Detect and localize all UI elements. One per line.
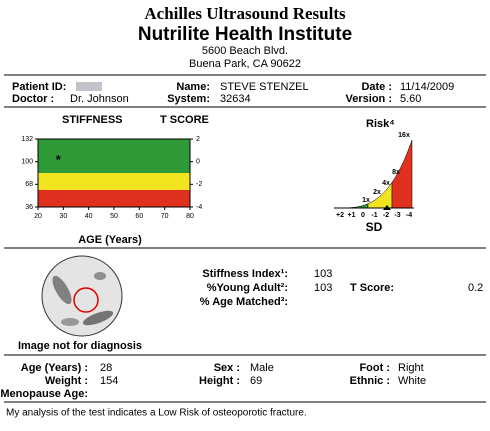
label: Sex : xyxy=(214,362,240,374)
risk-x-label: +2 xyxy=(336,212,344,219)
label: %Young Adult²: xyxy=(207,282,288,294)
label: Age (Years) : xyxy=(21,362,88,374)
risk-multiplier: 2x xyxy=(373,189,381,196)
value: 154 xyxy=(100,375,118,387)
label: Doctor : xyxy=(12,93,54,105)
label: Patient ID: xyxy=(12,81,66,93)
label: T Score: xyxy=(350,282,394,294)
y2-tick-label: 0 xyxy=(196,159,200,166)
label: Ethnic : xyxy=(350,375,390,387)
label: Height : xyxy=(199,375,240,387)
label: Date : xyxy=(361,81,392,93)
conclusion: My analysis of the test indicates a Low … xyxy=(6,408,307,419)
stiffness-chart: 36 68 100 132 -4 -2 0 2 20 30 40 50 60 70 80 * xyxy=(21,136,202,220)
x-tick-label: 30 xyxy=(59,213,67,220)
value: Right xyxy=(398,362,424,374)
image-caption: Image not for diagnosis xyxy=(18,340,142,352)
risk-x-label: -2 xyxy=(383,212,389,219)
x-tick-label: 80 xyxy=(186,213,194,220)
y2-tick-label: -4 xyxy=(196,204,202,211)
value: 28 xyxy=(100,362,112,374)
band xyxy=(38,139,190,173)
y2-tick-label: -2 xyxy=(196,181,202,188)
risk-multiplier: 1x xyxy=(362,197,370,204)
redacted-id xyxy=(76,82,102,91)
risk-title: Risk⁴ xyxy=(366,118,395,130)
label: Weight : xyxy=(45,375,88,387)
value: STEVE STENZEL xyxy=(220,81,309,93)
chart-title: STIFFNESS xyxy=(62,114,123,126)
y-tick-label: 36 xyxy=(25,204,33,211)
x-tick-label: 40 xyxy=(85,213,93,220)
risk-x-label: -4 xyxy=(406,212,412,219)
value: White xyxy=(398,375,426,387)
chart-title: T SCORE xyxy=(160,114,209,126)
value: Male xyxy=(250,362,274,374)
address: Buena Park, CA 90622 xyxy=(189,58,301,70)
x-tick-label: 70 xyxy=(161,213,169,220)
data-point: * xyxy=(56,152,62,167)
report-title: Achilles Ultrasound Results xyxy=(144,4,346,23)
value: 11/14/2009 xyxy=(400,81,454,93)
risk-area xyxy=(391,139,413,209)
label: Name: xyxy=(176,81,210,93)
risk-multiplier: 4x xyxy=(382,180,390,187)
label: Menopause Age: xyxy=(0,388,88,400)
risk-area xyxy=(367,181,393,209)
x-axis-label: AGE (Years) xyxy=(78,234,142,246)
label: Stiffness Index¹: xyxy=(202,268,288,280)
y-tick-label: 132 xyxy=(21,136,33,143)
value: 5.60 xyxy=(400,93,421,105)
risk-x-label: 0 xyxy=(361,212,365,219)
address: 5600 Beach Blvd. xyxy=(202,45,288,57)
label: Version : xyxy=(346,93,392,105)
risk-multiplier: 8x xyxy=(392,169,400,176)
label: Foot : xyxy=(359,362,390,374)
y2-tick-label: 2 xyxy=(196,136,200,143)
label: System: xyxy=(167,93,210,105)
x-tick-label: 20 xyxy=(34,213,42,220)
risk-x-label: +1 xyxy=(348,212,356,219)
band xyxy=(38,173,190,190)
risk-x-label: -1 xyxy=(371,212,377,219)
x-tick-label: 60 xyxy=(135,213,143,220)
x-axis-label: SD xyxy=(366,220,383,234)
risk-x-label: -3 xyxy=(394,212,400,219)
y-tick-label: 100 xyxy=(21,159,33,166)
institute: Nutrilite Health Institute xyxy=(138,24,352,45)
value: 32634 xyxy=(220,93,251,105)
value: 0.2 xyxy=(468,282,483,294)
label: % Age Matched³: xyxy=(200,296,288,308)
risk-multiplier: 16x xyxy=(398,132,410,139)
value: 103 xyxy=(314,282,332,294)
value: 103 xyxy=(314,268,332,280)
band xyxy=(38,190,190,207)
value: 69 xyxy=(250,375,262,387)
value: Dr. Johnson xyxy=(70,93,129,105)
frame xyxy=(4,74,486,403)
y-tick-label: 68 xyxy=(25,181,33,188)
risk-marker xyxy=(383,205,391,210)
x-tick-label: 50 xyxy=(110,213,118,220)
scan-image xyxy=(41,255,123,337)
